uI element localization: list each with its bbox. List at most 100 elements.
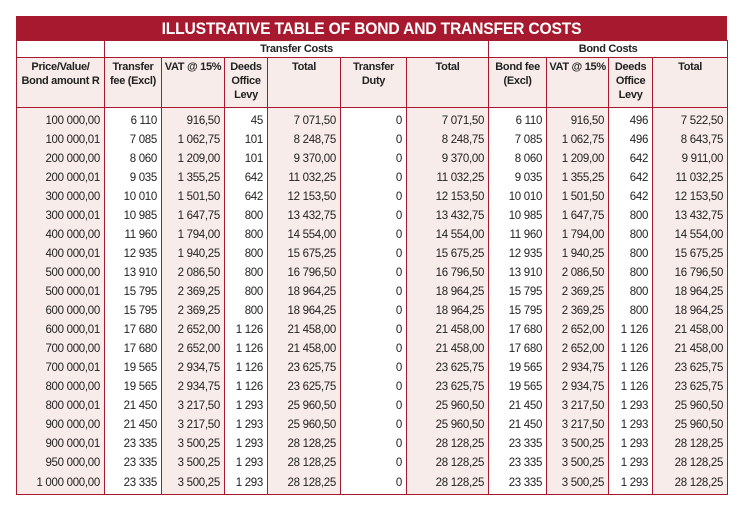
cell-transfer-vat: 2 369,25 — [161, 283, 225, 302]
cell-bond-fee: 6 110 — [488, 107, 548, 131]
table-title: ILLUSTRATIVE TABLE OF BOND AND TRANSFER … — [44, 16, 699, 40]
cell-price: 300 000,01 — [16, 207, 105, 226]
cell-price: 400 000,00 — [16, 226, 105, 245]
cell-transfer-duty: 0 — [340, 435, 407, 454]
cell-transfer-subtotal: 28 128,25 — [267, 454, 341, 473]
cell-transfer-deeds-levy: 1 126 — [224, 321, 268, 340]
cell-transfer-deeds-levy: 800 — [224, 302, 268, 321]
cell-bond-deeds-levy: 800 — [608, 245, 654, 264]
cell-bond-fee: 21 450 — [488, 397, 548, 416]
table-row: 100 000,00 6 110 916,50 45 7 071,50 0 7 071,50… — [16, 107, 729, 131]
cell-bond-vat: 3 217,50 — [546, 397, 610, 416]
cell-transfer-vat: 2 652,00 — [161, 340, 225, 359]
cell-transfer-duty: 0 — [340, 188, 407, 207]
table-row: 100 000,01 7 085 1 062,75 101 8 248,75 0 8 248… — [16, 131, 729, 150]
cell-transfer-deeds-levy: 1 126 — [224, 378, 268, 397]
cell-bond-total: 8 643,75 — [652, 131, 729, 150]
cell-transfer-vat: 2 652,00 — [161, 321, 225, 340]
group-header-row: Transfer Costs Bond Costs — [16, 40, 729, 58]
cell-transfer-subtotal: 9 370,00 — [267, 150, 341, 169]
cell-bond-fee: 17 680 — [488, 321, 548, 340]
cell-transfer-deeds-levy: 800 — [224, 207, 268, 226]
cell-transfer-subtotal: 25 960,50 — [267, 397, 341, 416]
cell-bond-vat: 1 647,75 — [546, 207, 610, 226]
table-row: 300 000,00 10 010 1 501,50 642 12 153,50 0 12 … — [16, 188, 729, 207]
cell-transfer-fee: 17 680 — [104, 340, 162, 359]
cell-bond-total: 21 458,00 — [652, 340, 729, 359]
cell-bond-vat: 2 086,50 — [546, 264, 610, 283]
group-header-bond: Bond Costs — [488, 40, 729, 58]
cell-transfer-duty: 0 — [340, 473, 407, 495]
cell-price: 950 000,00 — [16, 454, 105, 473]
cell-transfer-vat: 3 500,25 — [161, 473, 225, 495]
cell-transfer-duty: 0 — [340, 245, 407, 264]
cell-transfer-subtotal: 15 675,25 — [267, 245, 341, 264]
cell-bond-fee: 19 565 — [488, 359, 548, 378]
cell-bond-vat: 2 652,00 — [546, 321, 610, 340]
cell-bond-deeds-levy: 800 — [608, 283, 654, 302]
cell-bond-deeds-levy: 1 293 — [608, 416, 654, 435]
cell-transfer-subtotal: 25 960,50 — [267, 416, 341, 435]
table-row: 900 000,01 23 335 3 500,25 1 293 28 128,25 0 2… — [16, 435, 729, 454]
column-header-transfer-vat: VAT @ 15% — [161, 57, 225, 108]
column-header-bond-vat: VAT @ 15% — [546, 57, 610, 108]
cell-transfer-vat: 1 647,75 — [161, 207, 225, 226]
cell-transfer-total: 16 796,50 — [405, 264, 490, 283]
cell-bond-deeds-levy: 1 126 — [608, 340, 654, 359]
column-header-transfer-deeds-levy: Deeds Office Levy — [224, 57, 268, 108]
cell-bond-deeds-levy: 800 — [608, 302, 654, 321]
cell-bond-deeds-levy: 1 126 — [608, 359, 654, 378]
cell-transfer-duty: 0 — [340, 454, 407, 473]
cell-transfer-total: 28 128,25 — [405, 473, 490, 495]
table-row: 950 000,00 23 335 3 500,25 1 293 28 128,25 0 2… — [16, 454, 729, 473]
cell-transfer-duty: 0 — [340, 107, 407, 131]
cell-bond-vat: 1 794,00 — [546, 226, 610, 245]
cell-transfer-duty: 0 — [340, 340, 407, 359]
cell-transfer-deeds-levy: 642 — [224, 188, 268, 207]
cell-transfer-subtotal: 18 964,25 — [267, 283, 341, 302]
table-body: 100 000,00 6 110 916,50 45 7 071,50 0 7 071,50… — [16, 107, 729, 495]
cell-transfer-subtotal: 18 964,25 — [267, 302, 341, 321]
cell-transfer-total: 18 964,25 — [405, 283, 490, 302]
cell-bond-fee: 9 035 — [488, 169, 548, 188]
cell-transfer-vat: 2 934,75 — [161, 359, 225, 378]
cell-bond-deeds-levy: 496 — [608, 107, 654, 131]
cell-bond-total: 16 796,50 — [652, 264, 729, 283]
cell-bond-vat: 1 940,25 — [546, 245, 610, 264]
bond-transfer-costs-table: ILLUSTRATIVE TABLE OF BOND AND TRANSFER … — [16, 16, 729, 495]
cell-transfer-fee: 23 335 — [104, 435, 162, 454]
cell-transfer-total: 23 625,75 — [405, 378, 490, 397]
cell-transfer-vat: 1 794,00 — [161, 226, 225, 245]
cell-transfer-fee: 17 680 — [104, 321, 162, 340]
cell-bond-total: 15 675,25 — [652, 245, 729, 264]
cell-transfer-duty: 0 — [340, 378, 407, 397]
cell-price: 400 000,01 — [16, 245, 105, 264]
cell-transfer-deeds-levy: 101 — [224, 131, 268, 150]
cell-bond-fee: 13 910 — [488, 264, 548, 283]
cell-transfer-subtotal: 23 625,75 — [267, 378, 341, 397]
cell-transfer-vat: 916,50 — [161, 107, 225, 131]
cell-transfer-duty: 0 — [340, 207, 407, 226]
cell-transfer-subtotal: 21 458,00 — [267, 340, 341, 359]
cell-bond-vat: 3 500,25 — [546, 454, 610, 473]
cell-transfer-fee: 15 795 — [104, 283, 162, 302]
cell-bond-vat: 2 934,75 — [546, 359, 610, 378]
cell-bond-total: 9 911,00 — [652, 150, 729, 169]
cell-transfer-vat: 1 940,25 — [161, 245, 225, 264]
table-row: 400 000,00 11 960 1 794,00 800 14 554,00 0 14 … — [16, 226, 729, 245]
cell-transfer-total: 15 675,25 — [405, 245, 490, 264]
table-row: 500 000,00 13 910 2 086,50 800 16 796,50 0 16 … — [16, 264, 729, 283]
cell-bond-deeds-levy: 496 — [608, 131, 654, 150]
cell-transfer-deeds-levy: 1 126 — [224, 340, 268, 359]
table-row: 500 000,01 15 795 2 369,25 800 18 964,25 0 18 … — [16, 283, 729, 302]
table-row: 1 000 000,00 23 335 3 500,25 1 293 28 128,25… — [16, 473, 729, 495]
cell-transfer-fee: 19 565 — [104, 378, 162, 397]
cell-transfer-vat: 2 369,25 — [161, 302, 225, 321]
cell-transfer-deeds-levy: 1 293 — [224, 397, 268, 416]
cell-transfer-vat: 3 217,50 — [161, 397, 225, 416]
cell-transfer-deeds-levy: 800 — [224, 245, 268, 264]
cell-bond-vat: 3 500,25 — [546, 473, 610, 495]
table-row: 700 000,00 17 680 2 652,00 1 126 21 458,00 0 2… — [16, 340, 729, 359]
table-row: 600 000,01 17 680 2 652,00 1 126 21 458,00 0 2… — [16, 321, 729, 340]
cell-bond-deeds-levy: 1 293 — [608, 454, 654, 473]
